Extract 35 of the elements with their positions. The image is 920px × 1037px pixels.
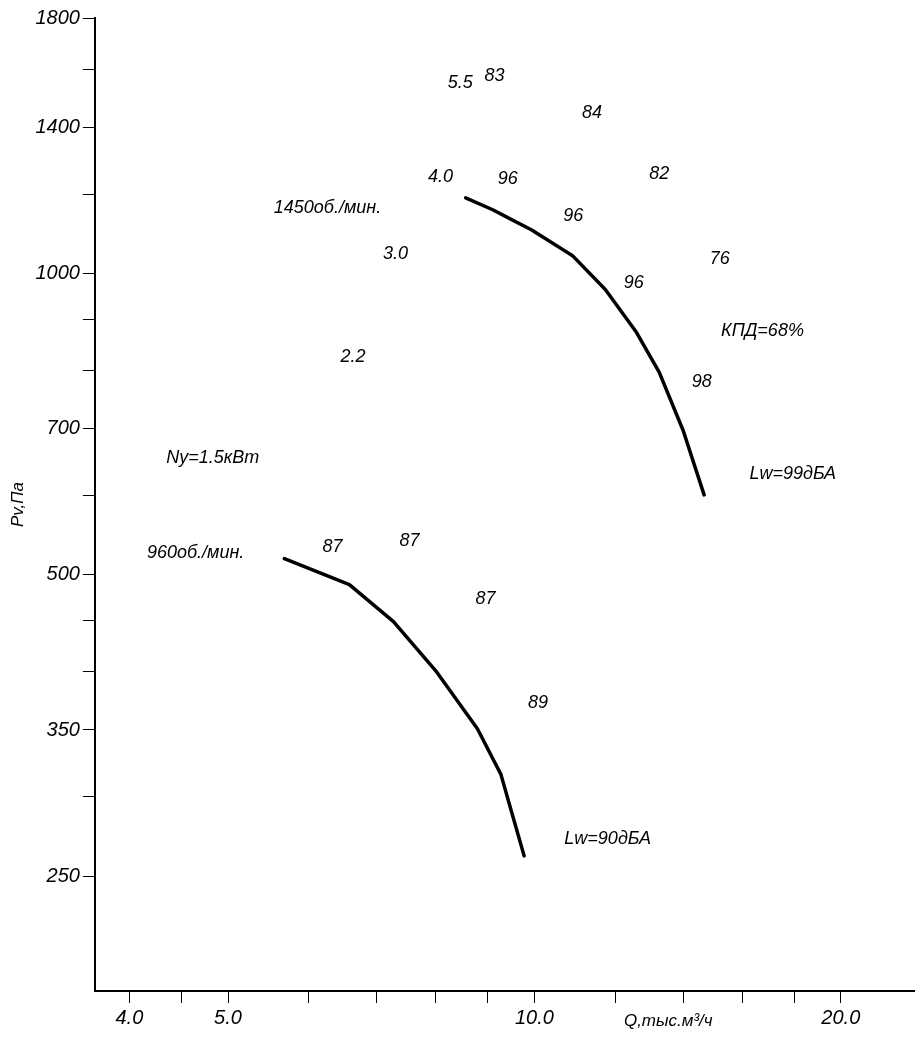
annotation: 2.2: [339, 345, 366, 366]
annotation: 96: [497, 167, 519, 188]
annotation: 96: [623, 271, 645, 292]
annotation: 4.0: [428, 165, 454, 186]
annotation: 87: [399, 530, 421, 551]
annotation: 3.0: [382, 243, 409, 264]
annotation: Lw=99дБА: [749, 463, 837, 484]
annotation: 98: [691, 370, 712, 391]
annotation: 5.5: [447, 72, 474, 93]
annotation: 89: [528, 691, 549, 712]
y-tick-label: 250: [45, 863, 80, 886]
x-tick-label: 20.0: [820, 1005, 861, 1028]
y-axis-title: Pv,Па: [7, 481, 27, 528]
annotation: 1450об./мин.: [273, 196, 382, 217]
annotation: 76: [709, 248, 731, 269]
annotation: 96: [563, 204, 585, 225]
y-tick-label: 1000: [35, 261, 80, 284]
x-axis-title: Q,тыс.м³/ч: [623, 1010, 713, 1030]
annotation: 87: [475, 587, 497, 608]
annotation: 84: [582, 102, 603, 123]
annotation: Ny=1.5кВт: [166, 446, 260, 467]
y-tick-label: 1800: [35, 5, 80, 28]
x-tick-label: 5.0: [214, 1005, 242, 1028]
annotation: 960об./мин.: [146, 542, 245, 563]
annotation: 83: [484, 65, 505, 86]
y-tick-label: 700: [46, 416, 80, 439]
annotation: 82: [649, 162, 670, 183]
annotation: КПД=68%: [721, 320, 804, 341]
y-tick-label: 500: [46, 562, 80, 585]
annotation: 87: [322, 536, 344, 557]
x-tick-label: 4.0: [115, 1005, 144, 1028]
annotation: Lw=90дБА: [564, 828, 651, 849]
x-tick-label: 10.0: [514, 1005, 554, 1028]
y-tick-label: 1400: [35, 114, 80, 137]
y-tick-label: 350: [46, 717, 80, 740]
